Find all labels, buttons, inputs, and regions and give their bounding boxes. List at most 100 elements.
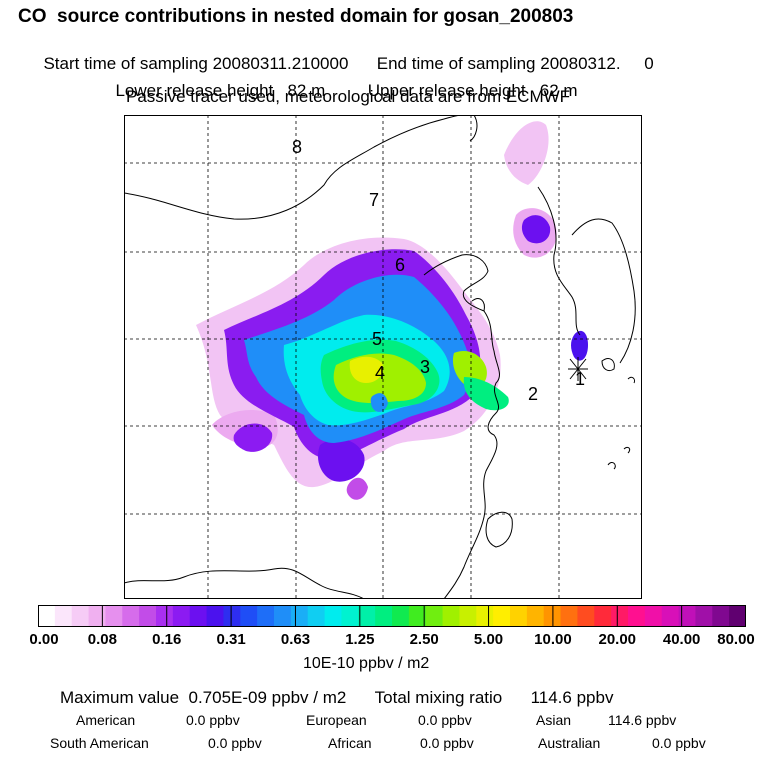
colorbar-cell (38, 605, 56, 627)
region-australian-value: 0.0 ppbv (652, 735, 706, 751)
colorbar-cell (526, 605, 545, 627)
region-label-1: 1 (575, 369, 585, 389)
lower-release-label: Lower release height (115, 81, 274, 100)
figure-title: CO source contributions in nested domain… (18, 6, 574, 27)
colorbar-cell (375, 605, 393, 627)
colorbar-cell (577, 605, 595, 627)
region-label-2: 2 (528, 384, 538, 404)
region-label-7: 7 (369, 190, 379, 210)
colorbar-tick-label: 80.00 (717, 631, 755, 648)
region-south-american-name: South American (50, 735, 149, 751)
colorbar-cell (223, 605, 241, 627)
region-australian-name: Australian (538, 735, 601, 751)
colorbar-cell (240, 605, 258, 627)
colorbar-cell (392, 605, 410, 627)
colorbar-cell (257, 605, 275, 627)
upper-release-label: Upper release height (367, 81, 526, 100)
colorbar (38, 605, 746, 627)
colorbar-cell (189, 605, 208, 627)
colorbar-outline (38, 605, 746, 627)
colorbar-cell (425, 605, 444, 627)
colorbar-cell (459, 605, 477, 627)
colorbar-tick-label: 40.00 (662, 631, 701, 648)
colorbar-tick-label: 2.50 (409, 631, 439, 648)
region-label-8: 8 (292, 137, 302, 157)
colorbar-units: 10E-10 ppbv / m2 (303, 655, 430, 672)
sampling-times: Start time of sampling 20080311.210000 E… (34, 34, 654, 74)
summary-max-line: Maximum value 0.705E-09 ppbv / m2 Total … (60, 688, 613, 708)
colorbar-tick-label: 0.08 (87, 631, 117, 648)
colorbar-cell (442, 605, 461, 627)
end-time-suffix: 0 (644, 54, 654, 73)
colorbar-cell (88, 605, 107, 627)
colorbar-cells (38, 605, 746, 627)
colorbar-cell (341, 605, 359, 627)
colorbar-cell (695, 605, 713, 627)
colorbar-cell (290, 605, 309, 627)
end-time-value: 20080312. (540, 54, 621, 73)
source-contribution-map: 8 7 6 5 4 3 2 1 (124, 115, 642, 599)
region-african-name: African (328, 735, 372, 751)
colorbar-cell (594, 605, 612, 627)
colorbar-cell (644, 605, 663, 627)
plume-field (196, 121, 588, 500)
total-mixing-value: 114.6 ppbv (530, 688, 614, 707)
region-asian-value: 114.6 ppbv (608, 712, 677, 728)
colorbar-cell (122, 605, 140, 627)
max-value: 0.705E-09 ppbv / m2 (188, 688, 347, 707)
colorbar-cell (71, 605, 90, 627)
upper-release-value: 62 m (539, 81, 578, 100)
lower-release-value: 82 m (287, 81, 326, 100)
tracer-note: Passive tracer used, meteorological data… (126, 87, 571, 106)
colorbar-tick-label: 0.31 (216, 631, 246, 648)
start-time-value: 20080311.210000 (212, 54, 349, 73)
colorbar-cell (560, 605, 579, 627)
region-european-value: 0.0 ppbv (418, 712, 472, 728)
colorbar-cell (493, 605, 511, 627)
colorbar-tick-label: 10.00 (534, 631, 572, 648)
colorbar-cell (678, 605, 697, 627)
colorbar-cell (729, 605, 746, 627)
region-asian-name: Asian (536, 712, 572, 728)
colorbar-major-dividers (101, 605, 683, 627)
end-time-label: End time of sampling (376, 54, 536, 73)
colorbar-tick-label: 0.00 (29, 631, 59, 648)
region-label-6: 6 (395, 255, 405, 275)
colorbar-cell (510, 605, 528, 627)
coastlines (124, 115, 636, 599)
region-american-name: American (76, 712, 136, 728)
colorbar-tick-label: 0.63 (280, 631, 311, 648)
colorbar-cell (274, 605, 292, 627)
colorbar-cell (54, 605, 73, 627)
colorbar-cell (476, 605, 494, 627)
colorbar-cell (661, 605, 680, 627)
colorbar-cell (358, 605, 376, 627)
region-label-3: 3 (420, 357, 430, 377)
region-american-value: 0.0 ppbv (186, 712, 240, 728)
region-label-4: 4 (375, 363, 385, 383)
colorbar-cell (324, 605, 343, 627)
receptor-star-icon (568, 357, 588, 381)
max-label: Maximum value (60, 688, 180, 707)
colorbar-cell (206, 605, 225, 627)
colorbar-cell (611, 605, 629, 627)
colorbar-tick-label: 20.00 (598, 631, 637, 648)
start-time-label: Start time of sampling (43, 54, 208, 73)
colorbar-cell (139, 605, 157, 627)
region-african-value: 0.0 ppbv (420, 735, 474, 751)
colorbar-tick-label: 1.25 (345, 631, 375, 648)
colorbar-cell (105, 605, 123, 627)
colorbar-tick-label: 0.16 (152, 631, 182, 648)
colorbar-cell (307, 605, 326, 627)
colorbar-tick-label: 5.00 (473, 631, 504, 648)
release-heights: Lower release height 82 m Upper release … (106, 61, 578, 101)
colorbar-cell (628, 605, 646, 627)
colorbar-cell (156, 605, 174, 627)
colorbar-cell (172, 605, 191, 627)
region-european-name: European (306, 712, 367, 728)
region-south-american-value: 0.0 ppbv (208, 735, 262, 751)
total-mixing-label: Total mixing ratio (374, 688, 503, 707)
colorbar-cell (408, 605, 427, 627)
lat-lon-grid (124, 115, 642, 599)
colorbar-cell (712, 605, 730, 627)
